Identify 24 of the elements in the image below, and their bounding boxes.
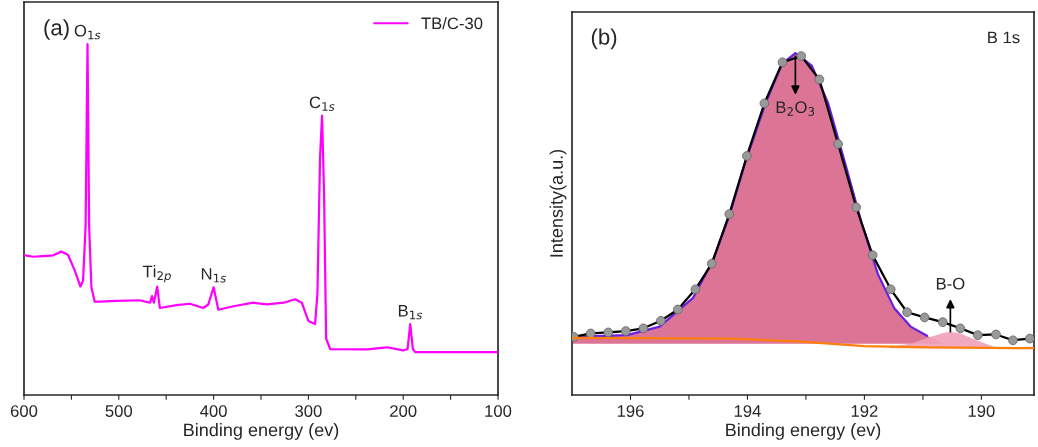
annotation: Ti$_{2p}$ (142, 265, 171, 283)
text: (a) (44, 19, 69, 40)
annotation: N$_{1s}$ (201, 268, 226, 283)
annotation: O$_{1s}$ (74, 24, 101, 40)
y-axis-title: Intensity(a.u.) (549, 149, 567, 257)
text: (b) (591, 28, 617, 50)
x-tick-label: 300 (295, 405, 322, 417)
x-tick-label: 192 (851, 405, 878, 417)
annotation: B-O (936, 277, 965, 290)
x-tick-label: 194 (734, 405, 761, 417)
x-tick-label: 100 (485, 405, 512, 417)
x-tick-label: 196 (617, 405, 644, 417)
annotation: B$_{1s}$ (398, 304, 423, 320)
x-tick-label: 200 (390, 405, 417, 417)
annotation: B$_{2}$O$_{3}$ (776, 101, 815, 116)
x-axis-title: Binding energy (ev) (726, 423, 881, 440)
x-axis-title: Binding energy (ev) (184, 423, 339, 440)
x-tick-label: 400 (200, 405, 227, 417)
text: B 1s (988, 31, 1020, 44)
x-tick-label: 600 (10, 405, 38, 417)
annotation: C$_{1s}$ (309, 96, 335, 111)
x-tick-label: 500 (105, 405, 133, 417)
x-tick-label: 190 (968, 405, 995, 417)
legend-label: TB/C-30 (421, 17, 483, 30)
